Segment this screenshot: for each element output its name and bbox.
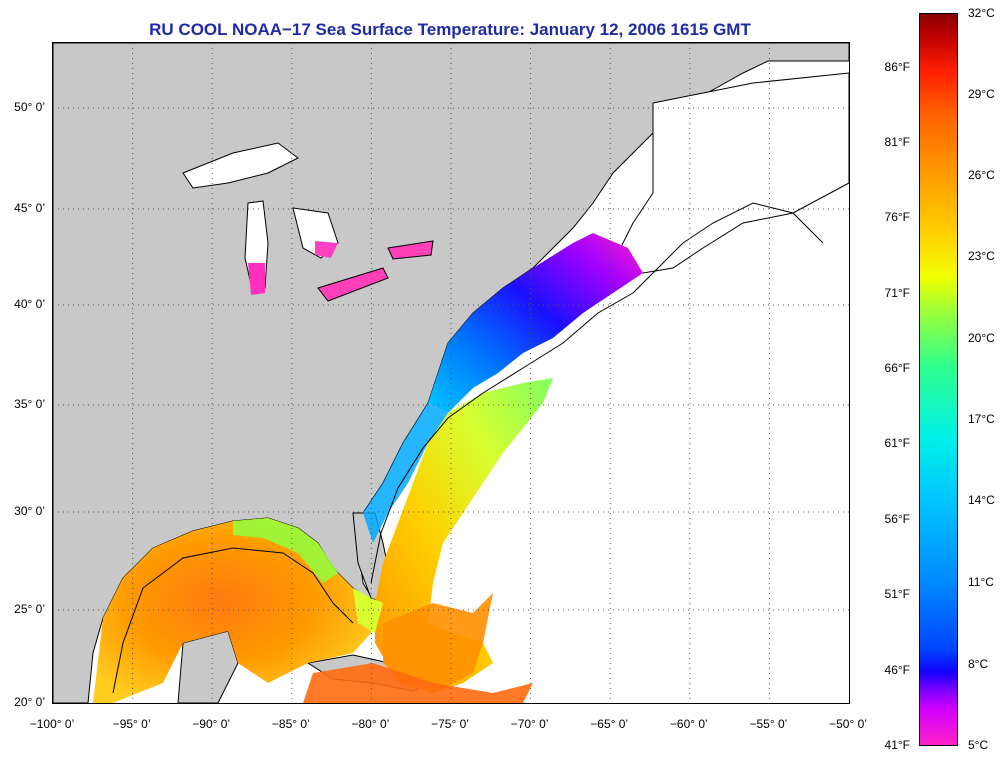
lake-superior [182,142,299,189]
y-tick-label: 40° 0’ [14,297,45,311]
y-tick-label: 20° 0’ [14,695,45,709]
colorbar-celsius-label: 14°C [968,493,995,507]
map-svg [53,43,849,703]
colorbar-celsius-label: 17°C [968,412,995,426]
x-tick-label: −100° 0’ [29,717,75,731]
x-tick-label: −90° 0’ [192,717,231,731]
map-title: RU COOL NOAA−17 Sea Surface Temperature:… [149,20,751,39]
colorbar-celsius-label: 26°C [968,168,995,182]
gulf-shelf [233,518,338,583]
y-tick-label: 50° 0’ [14,100,45,114]
shelf-cold-sst [428,233,643,413]
x-tick-label: −85° 0’ [271,717,310,731]
colorbar-celsius-label: 32°C [968,6,995,20]
colorbar-fahrenheit-label: 76°F [884,210,910,224]
y-tick-label: 25° 0’ [14,602,45,616]
colorbar-celsius-label: 29°C [968,87,995,101]
lake-ontario [387,240,434,260]
y-tick-label: 45° 0’ [14,201,45,215]
x-tick-label: −50° 0’ [829,717,867,731]
x-tick-label: −55° 0’ [749,717,788,731]
colorbar-fahrenheit-label: 81°F [884,135,910,149]
x-tick-label: −80° 0’ [351,717,390,731]
colorbar-fahrenheit-label: 51°F [884,587,910,601]
bahamas-sst [383,593,493,688]
graticule [53,43,849,703]
colorbar-fahrenheit-label: 86°F [884,60,910,74]
x-tick-label: −65° 0’ [590,717,629,731]
y-tick-label: 30° 0’ [14,504,45,518]
contour-600ft-atlantic [370,292,634,584]
colorbar-celsius-label: 5°C [968,738,989,752]
lake-erie [317,267,389,302]
colorbar-celsius-label: 23°C [968,249,995,263]
contour-600ft-north [632,202,824,294]
colorbar-celsius-label: 20°C [968,331,995,345]
y-tick-label: 35° 0’ [14,397,45,411]
colorbar-celsius-label: 8°C [968,657,989,671]
se-coastal-cold [363,403,448,543]
colorbar [919,13,958,746]
x-tick-label: −60° 0’ [669,717,708,731]
colorbar-fahrenheit-label: 41°F [884,738,910,752]
caribbean-sst [303,663,533,703]
contour-600ft-gulf [112,547,354,694]
colorbar-fahrenheit-label: 46°F [884,663,910,677]
colorbar-fahrenheit-label: 66°F [884,361,910,375]
colorbar-fahrenheit-label: 61°F [884,436,910,450]
colorbar-fahrenheit-label: 71°F [884,286,910,300]
lake-michigan-sst [248,263,265,295]
x-tick-label: −75° 0’ [431,717,469,731]
land-maritimes [612,72,849,274]
lake-huron-sst [315,241,338,258]
x-tick-label: −70° 0’ [510,717,549,731]
colorbar-celsius-label: 11°C [968,575,994,589]
sst-map [52,42,850,704]
colorbar-fahrenheit-label: 56°F [884,512,910,526]
x-tick-label: −95° 0’ [112,717,151,731]
